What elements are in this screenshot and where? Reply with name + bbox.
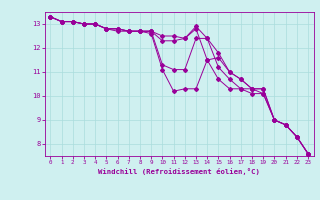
X-axis label: Windchill (Refroidissement éolien,°C): Windchill (Refroidissement éolien,°C): [98, 168, 260, 175]
